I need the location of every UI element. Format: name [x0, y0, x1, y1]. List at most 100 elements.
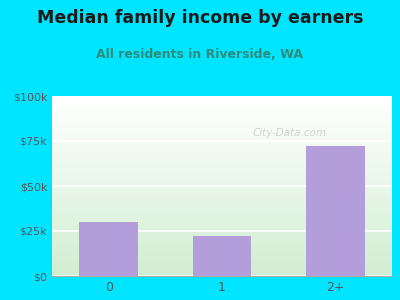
- Bar: [52, 235, 392, 236]
- Bar: [52, 220, 392, 222]
- Bar: [52, 145, 392, 146]
- Bar: [52, 260, 392, 262]
- Bar: [52, 215, 392, 217]
- Bar: [52, 208, 392, 209]
- Bar: [52, 224, 392, 226]
- Bar: [52, 159, 392, 161]
- Bar: [52, 109, 392, 110]
- Bar: [52, 271, 392, 272]
- Bar: [52, 213, 392, 215]
- Bar: [52, 202, 392, 204]
- Bar: [52, 116, 392, 118]
- Bar: [52, 253, 392, 254]
- Bar: [52, 161, 392, 163]
- Bar: [52, 249, 392, 251]
- Bar: [52, 209, 392, 211]
- Bar: [52, 132, 392, 134]
- Bar: [52, 168, 392, 170]
- Bar: [52, 173, 392, 175]
- Bar: [52, 170, 392, 172]
- Bar: [52, 137, 392, 139]
- Bar: [52, 233, 392, 235]
- Bar: [52, 96, 392, 98]
- Bar: [52, 125, 392, 127]
- Bar: [52, 121, 392, 123]
- Bar: [52, 163, 392, 164]
- Bar: [52, 245, 392, 247]
- Bar: [192, 236, 252, 276]
- Bar: [52, 191, 392, 193]
- Bar: [79, 222, 138, 276]
- Bar: [52, 143, 392, 145]
- Bar: [52, 229, 392, 231]
- Bar: [52, 262, 392, 263]
- Text: City-Data.com: City-Data.com: [253, 128, 327, 138]
- Bar: [52, 244, 392, 245]
- Bar: [52, 172, 392, 173]
- Bar: [52, 227, 392, 229]
- Bar: [52, 218, 392, 220]
- Bar: [52, 193, 392, 195]
- Bar: [52, 154, 392, 155]
- Bar: [52, 134, 392, 136]
- Bar: [52, 269, 392, 271]
- Bar: [52, 236, 392, 238]
- Bar: [52, 190, 392, 191]
- Text: Median family income by earners: Median family income by earners: [37, 9, 363, 27]
- Bar: [52, 139, 392, 141]
- Bar: [52, 148, 392, 150]
- Bar: [52, 274, 392, 276]
- Bar: [52, 152, 392, 154]
- Bar: [52, 136, 392, 137]
- Bar: [52, 175, 392, 177]
- Bar: [52, 211, 392, 213]
- Bar: [52, 217, 392, 218]
- Bar: [52, 184, 392, 186]
- Bar: [52, 98, 392, 100]
- Bar: [52, 181, 392, 182]
- Bar: [52, 247, 392, 249]
- Bar: [52, 256, 392, 258]
- Bar: [52, 105, 392, 107]
- Bar: [52, 182, 392, 184]
- Bar: [52, 254, 392, 256]
- Bar: [52, 128, 392, 130]
- Bar: [306, 146, 365, 276]
- Bar: [52, 130, 392, 132]
- Bar: [52, 119, 392, 121]
- Bar: [52, 146, 392, 148]
- Bar: [52, 251, 392, 253]
- Bar: [52, 204, 392, 206]
- Bar: [52, 197, 392, 199]
- Bar: [52, 164, 392, 166]
- Bar: [52, 263, 392, 265]
- Bar: [52, 112, 392, 114]
- Bar: [52, 265, 392, 267]
- Bar: [52, 103, 392, 105]
- Bar: [52, 150, 392, 152]
- Text: All residents in Riverside, WA: All residents in Riverside, WA: [96, 48, 304, 61]
- Bar: [52, 258, 392, 260]
- Bar: [52, 226, 392, 227]
- Bar: [52, 177, 392, 179]
- Bar: [52, 107, 392, 109]
- Bar: [52, 114, 392, 116]
- Bar: [52, 186, 392, 188]
- Bar: [52, 127, 392, 128]
- Bar: [52, 267, 392, 269]
- Bar: [52, 101, 392, 103]
- Bar: [52, 195, 392, 197]
- Bar: [52, 188, 392, 190]
- Bar: [52, 110, 392, 112]
- Bar: [52, 240, 392, 242]
- Bar: [52, 141, 392, 143]
- Bar: [52, 238, 392, 240]
- Bar: [52, 206, 392, 208]
- Bar: [52, 222, 392, 224]
- Bar: [52, 200, 392, 202]
- Bar: [52, 123, 392, 125]
- Bar: [52, 231, 392, 233]
- Bar: [52, 179, 392, 181]
- Bar: [52, 242, 392, 244]
- Bar: [52, 155, 392, 157]
